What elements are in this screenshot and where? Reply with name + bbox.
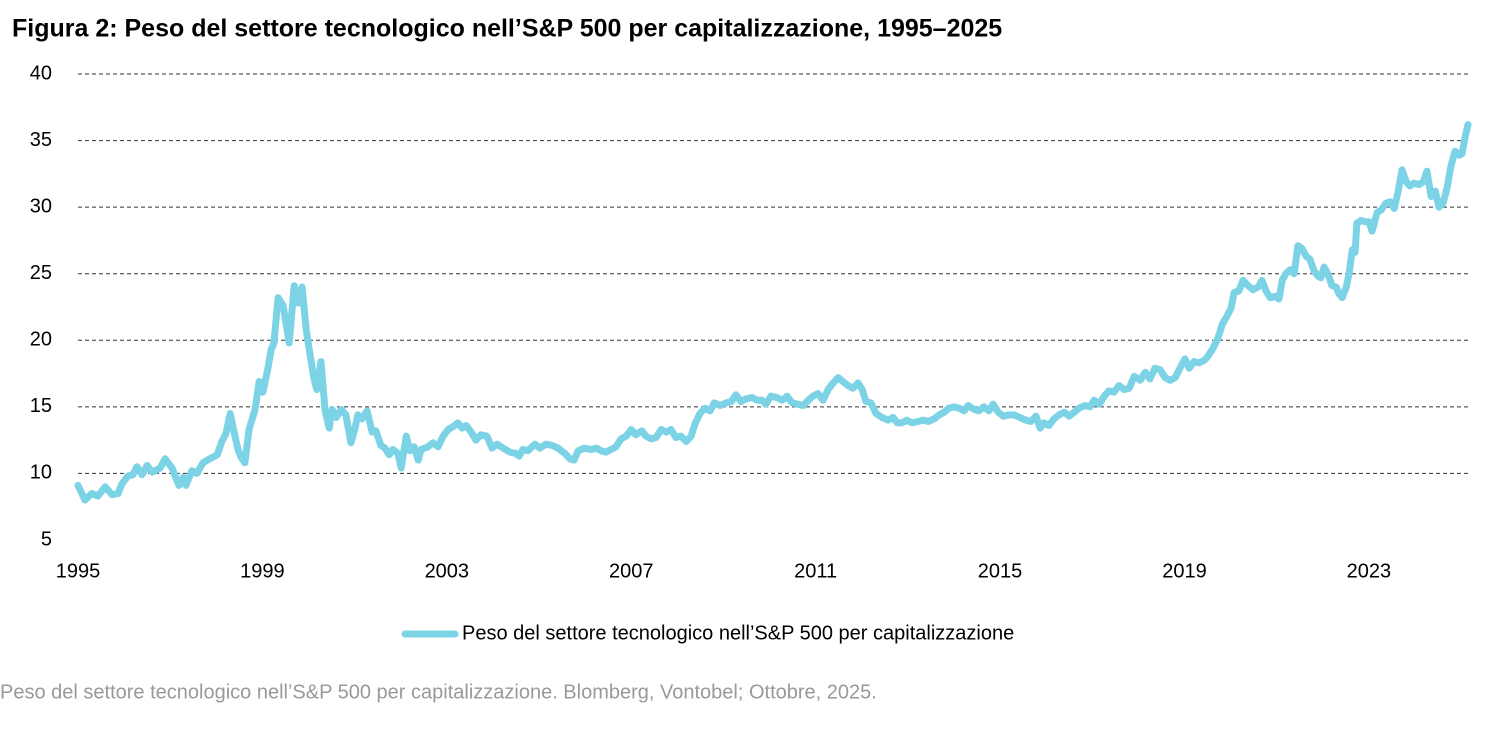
x-tick-label: 2023 bbox=[1347, 560, 1392, 582]
y-tick-label: 20 bbox=[30, 329, 52, 351]
y-tick-label: 40 bbox=[30, 62, 52, 84]
y-tick-label: 15 bbox=[30, 395, 52, 417]
legend-label: Peso del settore tecnologico nell’S&P 50… bbox=[462, 622, 1014, 644]
x-tick-label: 1999 bbox=[240, 560, 285, 582]
y-tick-label: 25 bbox=[30, 262, 52, 284]
data-line bbox=[74, 121, 1472, 504]
x-tick-label: 2011 bbox=[794, 560, 837, 582]
chart-title: Figura 2: Peso del settore tecnologico n… bbox=[12, 15, 1002, 43]
y-tick-label: 5 bbox=[41, 528, 52, 550]
caption: Peso del settore tecnologico nell’S&P 50… bbox=[0, 681, 877, 703]
y-tick-label: 35 bbox=[30, 129, 52, 151]
x-tick-label: 1995 bbox=[56, 560, 101, 582]
x-tick-label: 2007 bbox=[609, 560, 654, 582]
y-tick-label: 10 bbox=[30, 462, 52, 484]
y-tick-label: 30 bbox=[30, 195, 52, 217]
x-tick-label: 2019 bbox=[1162, 560, 1207, 582]
x-tick-label: 2003 bbox=[425, 560, 470, 582]
x-tick-label: 2015 bbox=[978, 560, 1023, 582]
